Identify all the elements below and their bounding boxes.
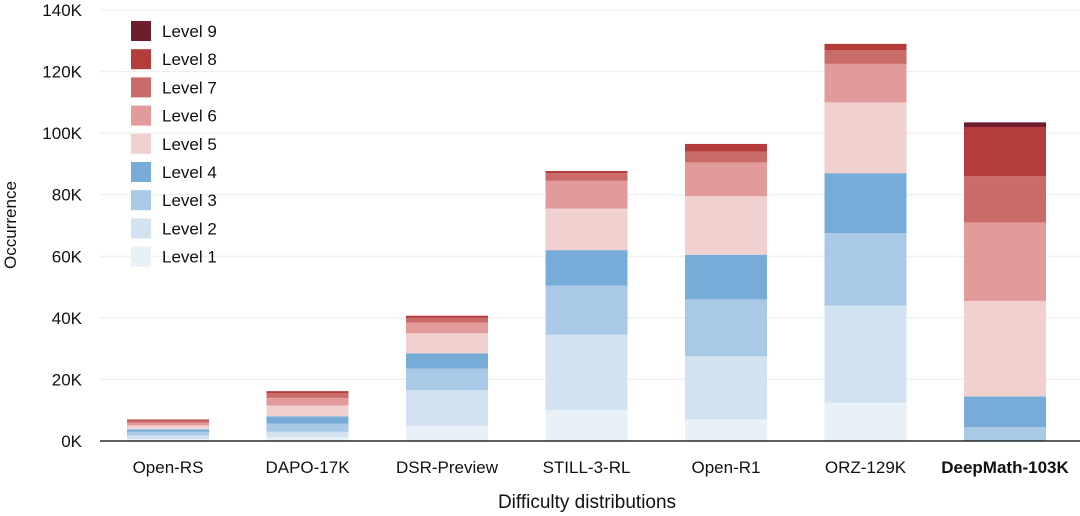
x-tick-labels: Open-RS DAPO-17K DSR-Preview STILL-3-RL Open… [133, 458, 1070, 477]
bar-segment [824, 43, 907, 51]
legend-label: Level 7 [162, 78, 217, 97]
bar-segment [127, 435, 209, 440]
bar-segment [406, 317, 488, 323]
bar-segment [685, 196, 767, 255]
legend-swatch [131, 190, 151, 211]
bar-segment [964, 122, 1046, 127]
bar-segment [127, 425, 209, 430]
bar-segment [406, 333, 488, 354]
legend-swatch [131, 49, 151, 70]
bar-segment [824, 63, 907, 103]
legend-label: Level 2 [162, 219, 217, 238]
bar-segment [545, 410, 628, 441]
bar-segment [685, 162, 767, 197]
bar-segment [127, 431, 209, 436]
bar-segment [127, 419, 209, 421]
y-tick-labels: 0K 20K 40K 60K 80K 100K 120K 140K [42, 1, 82, 451]
legend-label: Level 1 [162, 248, 217, 267]
bar-segment [685, 419, 767, 441]
bar-segment [406, 353, 488, 369]
bar-segment [406, 425, 488, 441]
bar-segment [266, 393, 349, 398]
bar-segment [406, 315, 488, 318]
x-tick-label: STILL-3-RL [543, 458, 631, 477]
bar-segment [685, 143, 767, 152]
x-tick-label: Open-RS [133, 458, 204, 477]
legend-swatch [131, 162, 151, 182]
bar-segment [406, 368, 488, 391]
bar-segment [266, 416, 349, 424]
bar-segment [685, 151, 767, 163]
legend-label: Level 6 [162, 107, 217, 126]
bar-segment [964, 176, 1046, 223]
legend-label: Level 8 [162, 50, 217, 69]
y-axis-label: Occurrence [1, 181, 20, 269]
bar-segment [266, 431, 349, 438]
y-tick-label: 80K [52, 186, 83, 205]
bar-segment [964, 222, 1046, 301]
bar-segment [266, 391, 349, 394]
bar-segment [266, 437, 349, 441]
bar-segment [127, 429, 209, 432]
legend-swatch [131, 218, 151, 239]
x-tick-label: Open-R1 [692, 458, 761, 477]
y-tick-label: 20K [52, 370, 83, 389]
y-tick-label: 120K [42, 63, 82, 82]
legend-swatch [131, 21, 151, 41]
bar-segment [824, 233, 907, 306]
bar-segment [545, 334, 628, 411]
bar-segment [824, 402, 907, 441]
bar-segment [685, 356, 767, 420]
bar-segment [964, 300, 1046, 397]
bar-segment [127, 420, 209, 423]
bar-segment [824, 173, 907, 234]
y-tick-label: 100K [42, 124, 82, 143]
y-tick-label: 0K [61, 432, 82, 451]
bar-segment [545, 285, 628, 335]
bar-segment [685, 254, 767, 300]
legend-label: Level 3 [162, 191, 217, 210]
bar-segment [266, 405, 349, 417]
bar-segment [266, 423, 349, 432]
bar-segment [824, 305, 907, 403]
y-tick-label: 60K [52, 247, 83, 266]
bar-segment [964, 126, 1046, 177]
bar-segment [545, 171, 628, 174]
bar-segment [266, 397, 349, 406]
legend-label: Level 5 [162, 135, 217, 154]
bar-segment [406, 390, 488, 426]
legend-swatch [131, 133, 151, 154]
bar-segment [127, 422, 209, 426]
bar-segment [685, 299, 767, 357]
y-tick-label: 40K [52, 309, 83, 328]
bar-segment [824, 102, 907, 174]
legend-label: Level 9 [162, 22, 217, 41]
y-tick-label: 140K [42, 1, 82, 20]
x-axis-label: Difficulty distributions [498, 492, 676, 513]
bar-segment [406, 322, 488, 334]
x-tick-label: DAPO-17K [265, 458, 350, 477]
legend: Level 9 Level 8 Level 7 Level 6 Level 5 Level… [131, 21, 217, 267]
x-tick-label: DSR-Preview [396, 458, 499, 477]
x-tick-label: ORZ-129K [825, 458, 907, 477]
bar-segment [964, 396, 1046, 428]
bar-segment [545, 173, 628, 181]
legend-swatch [131, 105, 151, 126]
bar-segment [127, 439, 209, 441]
legend-swatch [131, 77, 151, 98]
bar-segment [824, 50, 907, 64]
legend-label: Level 4 [162, 163, 217, 182]
legend-swatch [131, 246, 151, 267]
bar-segment [545, 250, 628, 286]
bar-segment [545, 208, 628, 251]
x-tick-label: DeepMath-103K [941, 458, 1069, 477]
bar-segment [545, 180, 628, 209]
bar-segment [964, 427, 1046, 441]
bars [127, 43, 1046, 441]
